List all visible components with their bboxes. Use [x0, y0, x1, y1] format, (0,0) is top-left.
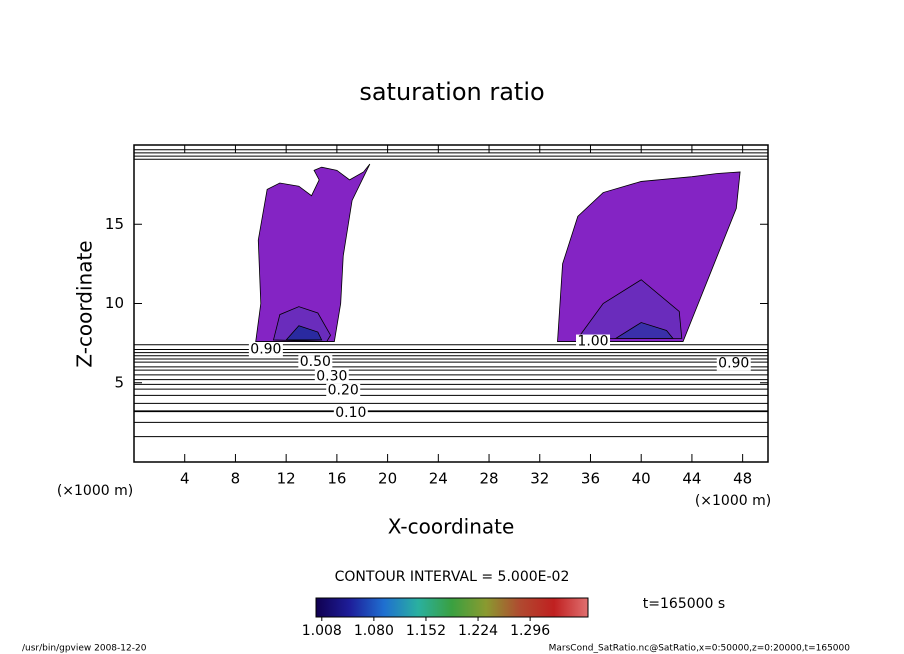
colorbar-tick-label: 1.152 — [406, 623, 446, 639]
x-tick-label: 40 — [632, 470, 651, 488]
contour-label-bg — [326, 383, 361, 398]
x-unit: (×1000 m) — [695, 493, 771, 509]
x-tick-label: 24 — [429, 470, 448, 488]
contour-label-bg — [248, 342, 283, 357]
contour-label-bg — [314, 369, 349, 384]
x-axis-label: X-coordinate — [388, 515, 515, 539]
x-tick-label: 12 — [277, 470, 296, 488]
contour-label-bg — [333, 405, 368, 420]
shaded-region — [557, 171, 741, 342]
colorbar-tick-label: 1.080 — [354, 623, 394, 639]
contour-label-bg — [716, 356, 751, 371]
contour-label: 0.90 — [718, 356, 749, 372]
contour-label: 0.50 — [300, 354, 331, 370]
x-tick-label: 44 — [682, 470, 701, 488]
shaded-region — [285, 325, 323, 341]
x-tick-label: 36 — [581, 470, 600, 488]
footer-left: /usr/bin/gpview 2008-12-20 — [22, 644, 147, 654]
x-tick-label: 8 — [231, 470, 241, 488]
colorbar-tick-label: 1.224 — [458, 623, 498, 639]
contour-label: 0.10 — [335, 405, 366, 421]
contour-label: 1.00 — [577, 334, 608, 350]
contour-label: 0.30 — [316, 368, 347, 384]
colorbar-tick-label: 1.296 — [510, 623, 550, 639]
plot-area: 0.10 0.200.300.50 0.90 1.00 0.90 — [134, 149, 768, 438]
x-tick-label: 4 — [180, 470, 190, 488]
y-unit: (×1000 m) — [57, 483, 133, 499]
y-tick-label: 15 — [105, 215, 124, 233]
x-tick-label: 32 — [530, 470, 549, 488]
shaded-region — [614, 322, 674, 339]
time-label: t=165000 s — [643, 596, 725, 612]
contour-label-bg — [298, 355, 333, 370]
y-axis-label: Z-coordinate — [73, 240, 97, 367]
x-tick-label: 48 — [733, 470, 752, 488]
x-tick-label: 16 — [327, 470, 346, 488]
colorbar-tick-label: 1.008 — [302, 623, 342, 639]
footer-right: MarsCond_SatRatio.nc@SatRatio,x=0:50000,… — [549, 644, 851, 654]
x-tick-label: 28 — [479, 470, 498, 488]
shaded-region — [255, 163, 371, 342]
colorbar — [315, 597, 589, 618]
contour-label-bg — [576, 334, 611, 349]
contour-label: 0.90 — [250, 341, 281, 357]
y-tick-label: 10 — [105, 294, 124, 312]
contour-label: 0.20 — [328, 383, 359, 399]
chart-title: saturation ratio — [359, 78, 544, 106]
x-tick-label: 20 — [378, 470, 397, 488]
contour-interval: CONTOUR INTERVAL = 5.000E-02 — [335, 569, 570, 585]
y-tick-label: 5 — [114, 373, 124, 391]
